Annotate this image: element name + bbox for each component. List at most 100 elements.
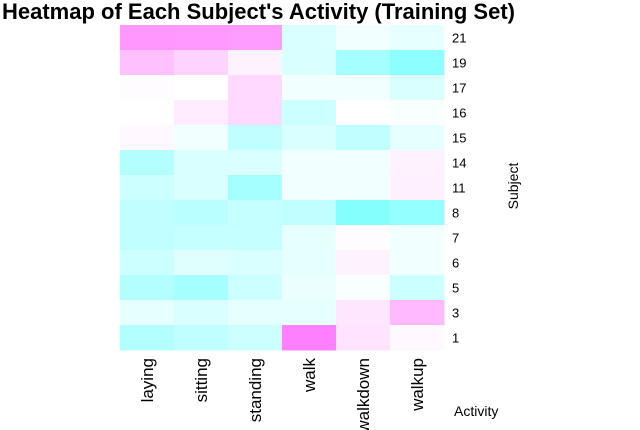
x-axis-label: Activity (454, 403, 498, 419)
heatmap-cell (120, 275, 175, 301)
heatmap-cell (228, 100, 283, 126)
row-label: 15 (452, 131, 466, 146)
heatmap-cell (282, 225, 337, 251)
heatmap-cell (390, 200, 445, 226)
heatmap-cell (336, 175, 391, 201)
heatmap-cell (120, 250, 175, 276)
heatmap-cell (282, 300, 337, 326)
heatmap-cell (228, 250, 283, 276)
heatmap-cell (336, 25, 391, 51)
row-label: 11 (452, 181, 466, 196)
heatmap-cell (174, 150, 229, 176)
heatmap-cell (174, 200, 229, 226)
heatmap-cell (336, 125, 391, 151)
row-label: 17 (452, 81, 466, 96)
heatmap-cell (120, 325, 175, 351)
heatmap-cell (282, 275, 337, 301)
heatmap-cell (174, 275, 229, 301)
heatmap-cell (390, 150, 445, 176)
heatmap-cell (120, 200, 175, 226)
heatmap-cell (228, 300, 283, 326)
heatmap-cell (390, 50, 445, 76)
heatmap-cell (228, 325, 283, 351)
heatmap-cell (228, 75, 283, 101)
heatmap-cell (174, 125, 229, 151)
heatmap-cell (120, 25, 175, 51)
heatmap-cell (282, 75, 337, 101)
heatmap-cell (228, 225, 283, 251)
row-labels: 21 19 17 16 15 14 11 8 7 6 5 3 1 (452, 31, 466, 346)
heatmap-cell (282, 50, 337, 76)
heatmap-cell (390, 100, 445, 126)
heatmap-cell (390, 275, 445, 301)
heatmap-cell (174, 300, 229, 326)
heatmap-cell (120, 225, 175, 251)
row-label: 1 (452, 331, 459, 346)
heatmap-cell (336, 225, 391, 251)
row-label: 16 (452, 106, 466, 121)
heatmap-cell (174, 100, 229, 126)
heatmap-cell (336, 100, 391, 126)
heatmap-cell (174, 325, 229, 351)
row-label: 6 (452, 256, 459, 271)
heatmap-cell (282, 250, 337, 276)
heatmap-cell (282, 200, 337, 226)
heatmap-cell (390, 175, 445, 201)
heatmap-cell (336, 200, 391, 226)
heatmap-cell (282, 175, 337, 201)
column-label: laying (138, 358, 157, 402)
heatmap-cell (390, 125, 445, 151)
heatmap-cell (336, 50, 391, 76)
heatmap-cell (174, 225, 229, 251)
heatmap-cell (228, 50, 283, 76)
chart-title: Heatmap of Each Subject's Activity (Trai… (2, 0, 515, 24)
column-labels: laying sitting standing walk walkdown walkup (138, 358, 427, 430)
heatmap-cell (228, 175, 283, 201)
heatmap-cell (228, 25, 283, 51)
heatmap-cell (120, 150, 175, 176)
heatmap-cell (228, 150, 283, 176)
heatmap-cell (282, 325, 337, 351)
heatmap-cell (336, 325, 391, 351)
heatmap-cell (120, 175, 175, 201)
heatmap-cell (228, 125, 283, 151)
column-label: walkup (408, 358, 427, 412)
row-label: 14 (452, 156, 466, 171)
heatmap-cell (174, 75, 229, 101)
heatmap-cell (120, 125, 175, 151)
row-label: 3 (452, 306, 459, 321)
heatmap-cell (174, 50, 229, 76)
column-label: sitting (192, 358, 211, 402)
heatmap-cell (390, 325, 445, 351)
column-label: walk (300, 358, 319, 394)
heatmap-cell (282, 25, 337, 51)
heatmap-cell (390, 25, 445, 51)
heatmap-cell (336, 275, 391, 301)
heatmap-cell (336, 300, 391, 326)
heatmap-cell (228, 275, 283, 301)
heatmap-cells (120, 25, 445, 351)
row-label: 8 (452, 206, 459, 221)
heatmap-cell (390, 75, 445, 101)
heatmap-cell (336, 250, 391, 276)
heatmap-cell (174, 250, 229, 276)
heatmap-cell (120, 100, 175, 126)
heatmap-cell (120, 50, 175, 76)
column-label: standing (246, 358, 265, 422)
heatmap-cell (228, 200, 283, 226)
heatmap-cell (282, 100, 337, 126)
row-label: 21 (452, 31, 466, 46)
heatmap-cell (282, 150, 337, 176)
heatmap-cell (120, 75, 175, 101)
row-label: 5 (452, 281, 459, 296)
heatmap-cell (282, 125, 337, 151)
column-label: walkdown (354, 358, 373, 430)
heatmap-cell (174, 25, 229, 51)
heatmap-cell (390, 225, 445, 251)
heatmap-cell (120, 300, 175, 326)
row-label: 19 (452, 56, 466, 71)
heatmap-cell (390, 250, 445, 276)
heatmap-cell (336, 150, 391, 176)
row-label: 7 (452, 231, 459, 246)
